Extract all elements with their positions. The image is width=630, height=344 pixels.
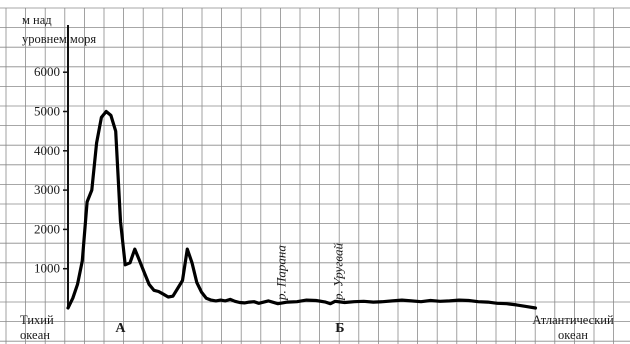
y-tick-label: 1000	[34, 261, 60, 276]
y-axis-label: м над уровнем моря	[22, 13, 96, 46]
right-label-line-1: Атлантический	[532, 313, 614, 327]
grid	[0, 7, 630, 344]
left-label-line-1: Тихий	[20, 313, 54, 327]
river-label: р. Уругвай	[331, 243, 346, 301]
y-axis-label-line-2: уровнем моря	[22, 32, 96, 46]
river-label: р. Парана	[273, 245, 288, 301]
y-ticks: 1000 2000 3000 4000 5000 6000	[34, 64, 68, 276]
left-end-label: Тихий океан	[20, 313, 54, 342]
elevation-profile-line	[66, 109, 538, 310]
y-tick-label: 6000	[34, 64, 60, 79]
point-label: А	[115, 321, 126, 336]
left-label-line-2: океан	[20, 328, 50, 342]
right-end-label: Атлантический океан	[532, 313, 614, 342]
river-labels: р. Парана р. Уругвай	[273, 243, 345, 301]
right-label-line-2: океан	[558, 328, 588, 342]
y-axis-label-line-1: м над	[22, 13, 52, 27]
y-tick-label: 4000	[34, 143, 60, 158]
y-tick-label: 3000	[34, 182, 60, 197]
y-tick-label: 2000	[34, 221, 60, 236]
y-tick-label: 5000	[34, 104, 60, 119]
point-label: Б	[335, 321, 344, 336]
